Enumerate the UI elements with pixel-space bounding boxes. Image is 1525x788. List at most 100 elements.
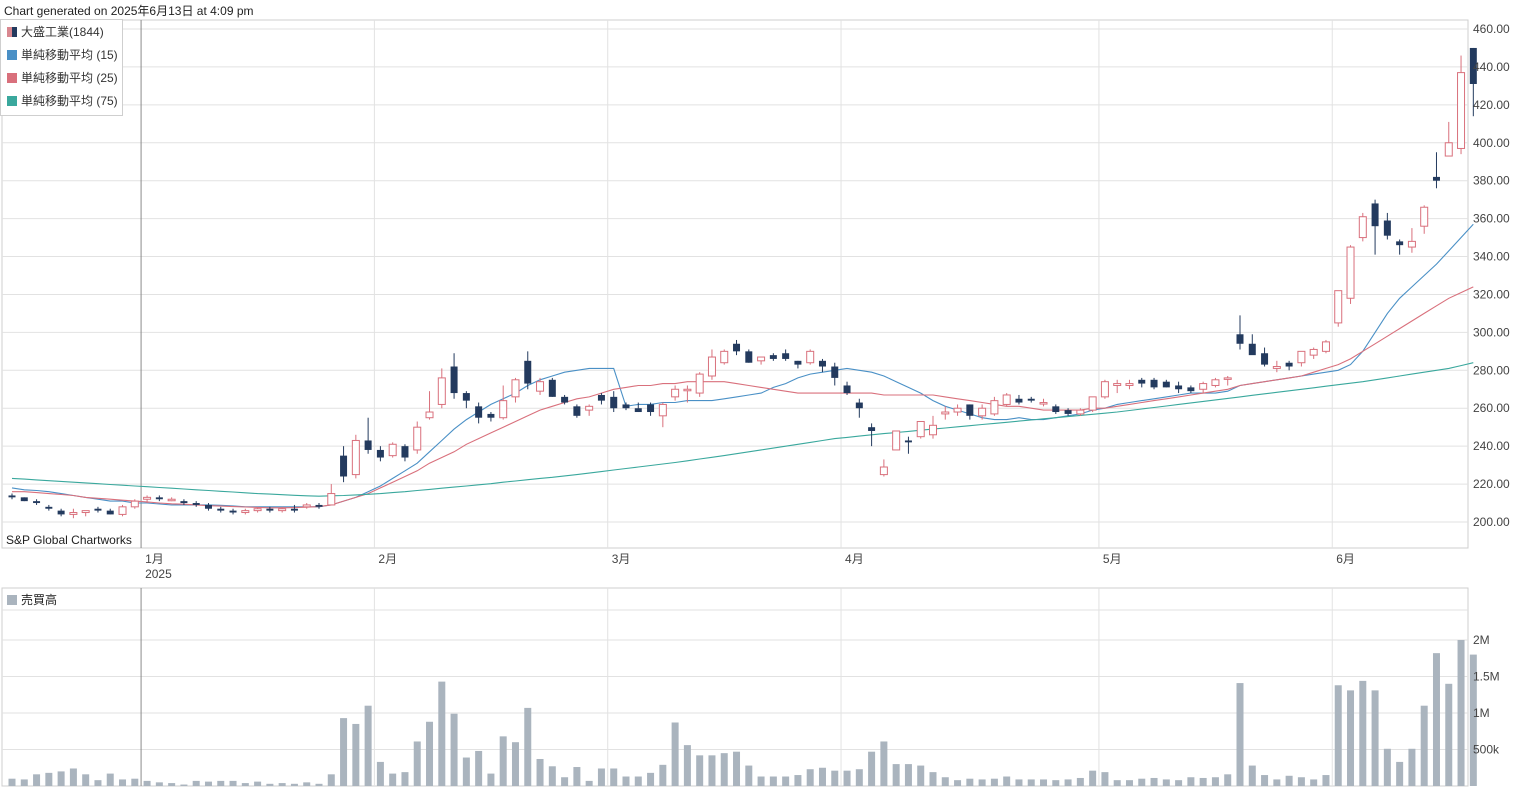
volume-bar — [340, 718, 348, 786]
candle — [1285, 360, 1293, 371]
legend-label-price: 大盛工業(1844) — [21, 25, 104, 39]
candle — [315, 503, 323, 509]
candle — [167, 497, 176, 502]
candle — [1052, 404, 1060, 414]
candle — [69, 508, 78, 519]
candle-body-down — [1469, 47, 1477, 84]
candle — [1334, 290, 1343, 327]
candle-body-down — [1432, 176, 1440, 181]
candle — [180, 499, 188, 505]
volume-bar — [880, 741, 888, 786]
candle-body-down — [966, 404, 974, 416]
legend-item-price[interactable]: 大盛工業(1844) — [1, 21, 122, 44]
price-tick-label: 300.00 — [1473, 325, 1510, 339]
candle-body-up — [1100, 381, 1109, 398]
candle-body-up — [1334, 290, 1343, 324]
candle — [622, 402, 630, 411]
candle-body-down — [106, 510, 114, 515]
volume-bar — [1101, 772, 1109, 786]
candle-body-up — [118, 506, 127, 515]
candle-body-down — [831, 366, 839, 378]
volume-bar — [1469, 654, 1477, 786]
volume-bar — [1347, 690, 1355, 786]
candle — [548, 377, 556, 397]
candle — [585, 404, 594, 416]
candle — [1457, 55, 1466, 155]
candle-body-up — [1199, 383, 1208, 390]
axis-labels: 200.00 220.00 240.00 260.00 280.00 300.00 320.… — [145, 22, 1510, 757]
volume-bar — [1420, 705, 1428, 786]
price-panel-frame — [1, 19, 1469, 549]
candle — [904, 436, 912, 454]
volume-bar — [1113, 780, 1121, 786]
candle-body-up — [1039, 402, 1048, 405]
candle-body-down — [290, 508, 298, 511]
candle-body-up — [941, 411, 950, 415]
volume-bar — [1015, 779, 1023, 786]
candle-body-up — [1346, 246, 1355, 299]
volume-bar — [69, 768, 77, 786]
candle-body-up — [757, 356, 766, 362]
candle — [241, 508, 250, 515]
price-tick-label: 400.00 — [1473, 136, 1510, 150]
candle-body-up — [1223, 377, 1232, 380]
candle-body-down — [1187, 387, 1195, 392]
legend-label-sma75: 単純移動平均 (75) — [21, 94, 118, 108]
candle — [953, 404, 962, 416]
volume-bar — [327, 774, 335, 786]
volume-tick-label: 1.5M — [1473, 670, 1500, 684]
volume-bar — [376, 761, 384, 786]
volume-bar — [831, 770, 839, 786]
candle-body-down — [1052, 406, 1060, 413]
candle — [707, 349, 716, 380]
volume-bar — [1322, 775, 1330, 786]
candle — [302, 503, 311, 509]
candle — [401, 444, 409, 462]
candle-body-down — [868, 427, 876, 431]
candle — [340, 446, 348, 483]
volume-bar — [585, 780, 593, 786]
volume-tick-label: 1M — [1473, 706, 1490, 720]
candle-body-up — [327, 493, 336, 506]
candle — [1199, 381, 1208, 394]
candle-body-down — [1175, 385, 1183, 390]
candle — [1113, 379, 1122, 394]
volume-bar — [426, 721, 434, 786]
candle — [1396, 239, 1404, 255]
volume-bar — [475, 750, 483, 786]
legend-item-sma75[interactable]: 単純移動平均 (75) — [1, 90, 122, 113]
volume-bar — [33, 774, 41, 786]
volume-bar — [622, 776, 630, 786]
volume-bar — [1003, 776, 1011, 786]
candle-body-down — [1285, 362, 1293, 367]
legend-item-sma15[interactable]: 単純移動平均 (15) — [1, 44, 122, 67]
candle — [351, 434, 360, 479]
candle — [1100, 379, 1109, 399]
candle-swatch-icon — [7, 27, 17, 37]
candle — [217, 506, 225, 513]
candle-body-up — [1272, 366, 1281, 369]
volume-bar — [954, 780, 962, 786]
volume-bar — [499, 736, 507, 786]
sma25-swatch-icon — [7, 73, 17, 83]
legend-item-sma25[interactable]: 単純移動平均 (25) — [1, 67, 122, 90]
candle-body-down — [1150, 379, 1158, 388]
volume-bar — [647, 772, 655, 786]
candle — [1371, 199, 1379, 255]
volume-bar — [315, 783, 323, 786]
candle — [376, 446, 384, 462]
year-label: 2025 — [145, 567, 172, 581]
candle — [33, 499, 41, 505]
candle — [757, 356, 766, 365]
volume-bar — [438, 681, 446, 786]
price-tick-label: 460.00 — [1473, 22, 1510, 36]
candle-body-up — [437, 377, 446, 405]
volume-legend[interactable]: 売買高 — [7, 591, 57, 608]
volume-bar — [1310, 779, 1318, 786]
price-tick-label: 280.00 — [1473, 363, 1510, 377]
chart-generated-caption: Chart generated on 2025年6月13日 at 4:09 pm — [4, 4, 254, 18]
volume-bar — [536, 758, 544, 786]
candle-body-down — [229, 510, 237, 513]
legend-label-sma15: 単純移動平均 (15) — [21, 48, 118, 62]
